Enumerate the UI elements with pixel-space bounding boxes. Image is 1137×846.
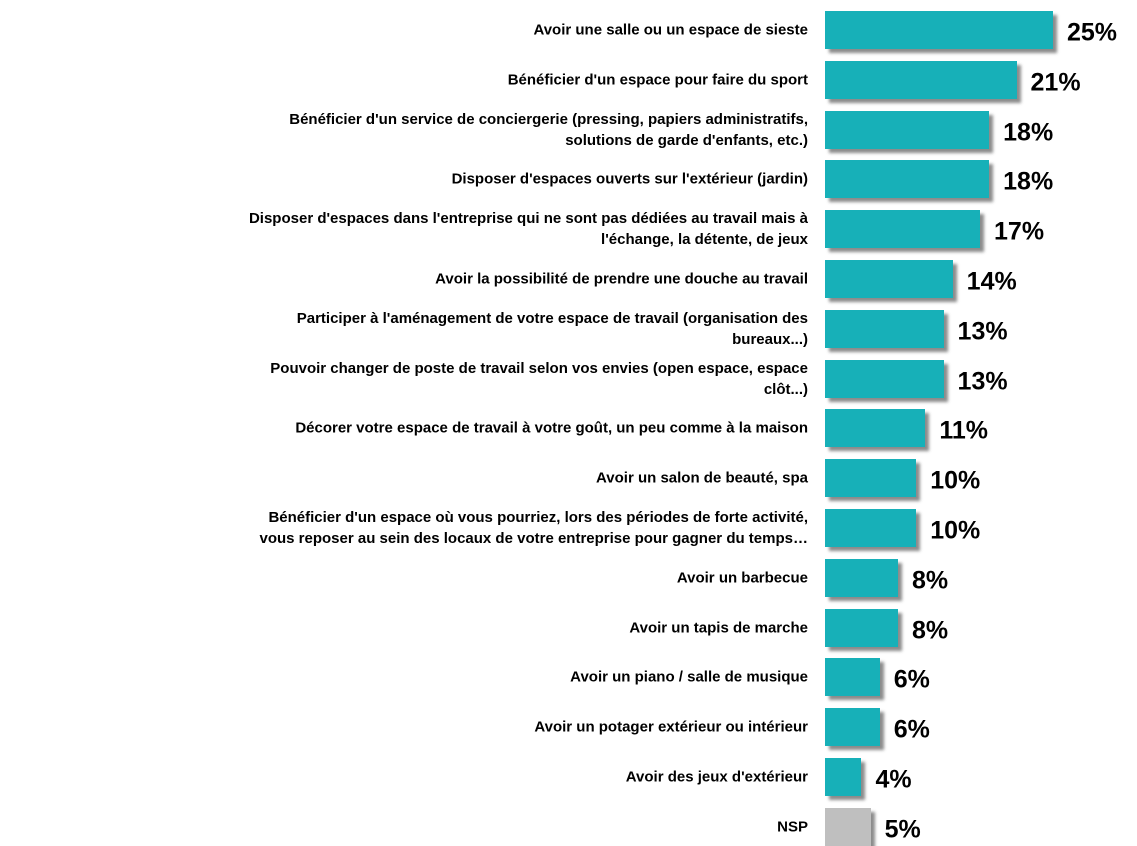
value-label: 17% [994,217,1045,246]
bar [825,160,990,199]
bar [825,260,953,298]
category-label: Avoir un piano / salle de musique [570,668,808,686]
bar [825,110,990,149]
bar [825,309,944,348]
bar [825,708,880,747]
category-label: Avoir un salon de beauté, spa [596,469,808,487]
category-label: NSP [777,818,808,836]
category-label: Avoir la possibilité de prendre une douc… [435,270,808,288]
bar [825,807,871,846]
bar [825,658,880,697]
bar [825,608,898,647]
bar [825,359,944,398]
category-label: Bénéficier d'un espace où vous pourriez,… [259,509,809,547]
value-label: 4% [875,765,912,794]
category-label: Avoir une salle ou un espace de sieste [533,21,808,39]
bar [825,60,1017,99]
value-label: 10% [930,516,981,545]
category-label: Disposer d'espaces dans l'entreprise qui… [248,210,808,249]
category-label: Décorer votre espace de travail à votre … [295,419,808,437]
value-label: 6% [893,715,930,744]
value-label: 18% [1003,117,1054,146]
value-label: 6% [893,665,930,694]
value-label: 18% [1003,167,1054,196]
bar [825,11,1053,49]
bar [825,409,926,448]
value-label: 21% [1030,68,1081,97]
value-label: 14% [966,267,1017,296]
category-label: Avoir des jeux d'extérieur [625,768,808,786]
bar [825,558,898,597]
category-label: Bénéficier d'un service de conciergerie … [289,110,808,149]
value-label: 25% [1067,18,1118,47]
category-label: Avoir un barbecue [676,569,808,587]
bar [825,758,862,796]
category-label: Pouvoir changer de poste de travail selo… [270,359,808,398]
value-label: 8% [911,615,949,644]
value-label: 13% [957,317,1008,346]
value-label: 10% [930,466,981,495]
category-label: Disposer d'espaces ouverts sur l'extérie… [451,170,808,188]
category-label: Avoir un tapis de marche [629,619,808,637]
category-label: Bénéficier d'un espace pour faire du spo… [507,71,808,89]
value-label: 11% [939,416,988,445]
bar [825,509,917,547]
value-label: 5% [884,815,921,844]
category-label: Avoir un potager extérieur ou intérieur [534,718,808,736]
value-label: 13% [957,366,1008,395]
category-label: Participer à l'aménagement de votre espa… [296,309,808,348]
bar [825,210,981,249]
value-label: 8% [911,566,949,595]
bar [825,459,917,498]
